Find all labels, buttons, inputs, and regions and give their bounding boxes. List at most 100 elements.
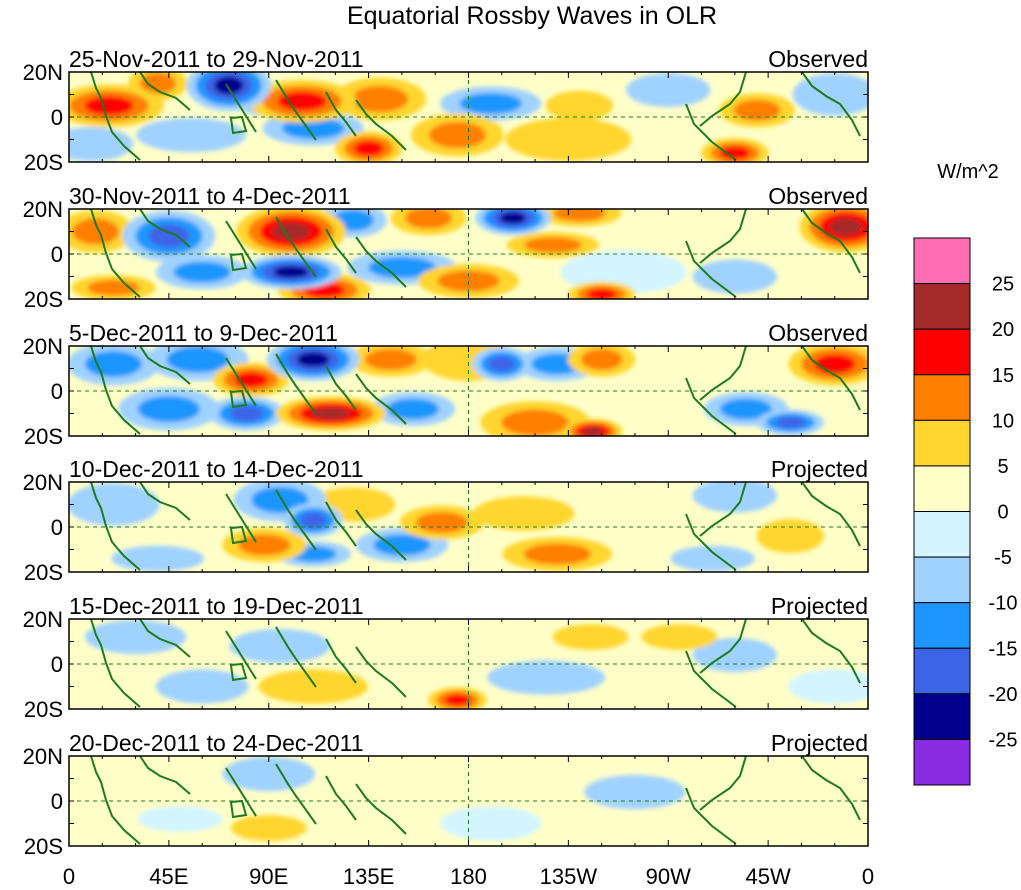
coastline [90,209,861,298]
colorbar-swatch [913,328,971,376]
anomaly-contour [368,256,436,279]
anomaly-contour [277,91,327,111]
anomaly-contour [229,405,264,422]
lat-label: 0 [51,789,63,814]
lat-label: 20N [23,607,63,632]
colorbar-label: 15 [992,365,1014,387]
colorbar-swatch [913,647,971,695]
colorbar-swatch [913,556,971,604]
anomaly-contour [251,486,309,514]
panel-kind: Projected [771,593,868,619]
lon-label: 0 [862,864,874,889]
coastline [90,619,861,708]
anomaly-contour [393,770,478,796]
anomaly-contour [84,619,187,655]
colorbar-swatch [913,465,971,512]
anomaly-contour [756,518,825,554]
anomaly-contour [148,224,190,248]
panel-kind: Projected [771,456,868,482]
anomaly-contour [523,543,592,565]
anomaly-contour [580,348,623,371]
lat-label: 20S [24,697,63,722]
anomaly-contour [84,350,142,378]
panel-kind: Observed [768,46,868,72]
lon-label: 135E [343,864,394,889]
colorbar-swatch [913,511,971,558]
lat-label: 20S [24,424,63,449]
anomaly-contour [545,90,614,121]
coastline [90,72,861,161]
map-panel: 10-Dec-2011 to 14-Dec-2011 Projected 20N 0 2… [23,456,869,585]
anomaly-contour [364,348,417,371]
coastline [90,482,861,571]
colorbar: W/m^2 25 20 15 10 5 0 -5 -10 -15 -20 -25 [913,161,1018,786]
anomaly-contour [78,761,171,796]
lat-label: 20S [24,834,63,859]
colorbar-label: 25 [992,274,1014,296]
lon-label: 45E [149,864,188,889]
anomaly-contour [373,534,431,556]
anomaly-contour [238,534,291,556]
lat-label: 0 [51,652,63,677]
colorbar-swatch [913,237,971,285]
anomaly-contour [84,96,134,116]
anomaly-contour [459,92,522,115]
anomaly-contour [137,395,201,423]
colorbar-swatch [913,419,971,467]
anomaly-contour [377,628,471,655]
lat-label: 20N [23,334,63,359]
anomaly-contour [311,407,350,420]
anomaly-contour [324,797,435,832]
anomaly-contour [155,669,249,704]
colorbar-units: W/m^2 [937,161,999,183]
olr-field [69,209,868,299]
anomaly-contour [553,209,606,222]
colorbar-swatch [913,602,971,649]
anomaly-contour [271,222,311,241]
anomaly-contour [586,288,617,299]
anomaly-contour [584,774,686,810]
lat-label: 20S [24,287,63,312]
lat-label: 20S [24,150,63,175]
anomaly-contour [69,483,160,526]
anomaly-contour [229,628,331,664]
anomaly-contour [501,409,569,436]
colorbar-label: -10 [989,593,1018,615]
anomaly-contour [775,416,806,429]
anomaly-contour [297,352,330,367]
anomaly-contour [582,427,604,436]
anomaly-contour [829,218,862,236]
anomaly-contour [626,72,711,108]
panel-period: 20-Dec-2011 to 24-Dec-2011 [69,730,364,756]
olr-field [69,72,868,162]
anomaly-contour [405,209,452,229]
colorbar-swatch [913,693,971,740]
lat-label: 0 [51,515,63,540]
anomaly-contour [230,815,307,841]
anomaly-contour [487,660,606,695]
colorbar-label: -20 [989,684,1018,706]
lat-label: 0 [51,105,63,130]
map-panel: 20-Dec-2011 to 24-Dec-2011 Projected 20N 0 2… [23,730,869,859]
olr-field [69,482,868,572]
anomaly-contour [415,511,468,534]
olr-field [69,756,868,846]
anomaly-contour [87,279,140,296]
panel-period: 10-Dec-2011 to 14-Dec-2011 [69,456,364,482]
lon-label: 0 [63,864,75,889]
anomaly-contour [719,146,750,160]
colorbar-label: 0 [997,502,1008,524]
panel-period: 5-Dec-2011 to 9-Dec-2011 [69,320,338,346]
anomaly-contour [166,346,229,373]
map-panel: 5-Dec-2011 to 9-Dec-2011 Observed 20N 0 20S [23,320,869,449]
anomaly-contour [111,545,205,572]
colorbar-swatch [913,374,971,421]
lat-label: 0 [51,242,63,267]
anomaly-contour [814,354,856,374]
anomaly-contour [273,266,309,278]
panel-period: 30-Nov-2011 to 4-Dec-2011 [69,183,351,209]
anomaly-contour [136,117,246,153]
map-panels: 25-Nov-2011 to 29-Nov-2011 Observed20N020… [23,46,869,859]
lon-label: 90W [646,864,691,889]
anomaly-contour [351,85,409,113]
